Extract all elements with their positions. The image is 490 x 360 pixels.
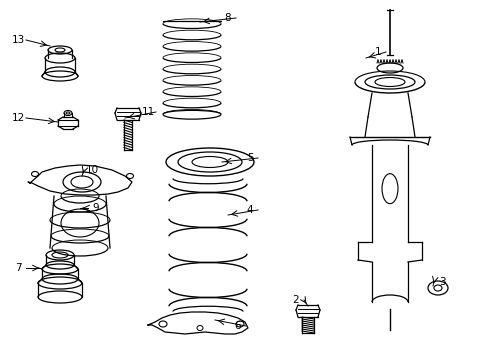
- Text: 13: 13: [11, 35, 24, 45]
- Text: 12: 12: [11, 113, 24, 123]
- Text: 9: 9: [93, 203, 99, 213]
- Text: 2: 2: [293, 295, 299, 305]
- Text: 4: 4: [246, 205, 253, 215]
- Text: 7: 7: [15, 263, 21, 273]
- Text: 1: 1: [375, 47, 381, 57]
- Text: 6: 6: [235, 321, 241, 331]
- Text: 10: 10: [85, 165, 98, 175]
- Text: 5: 5: [246, 153, 253, 163]
- Text: 8: 8: [225, 13, 231, 23]
- Text: 11: 11: [142, 107, 155, 117]
- Text: 3: 3: [439, 277, 445, 287]
